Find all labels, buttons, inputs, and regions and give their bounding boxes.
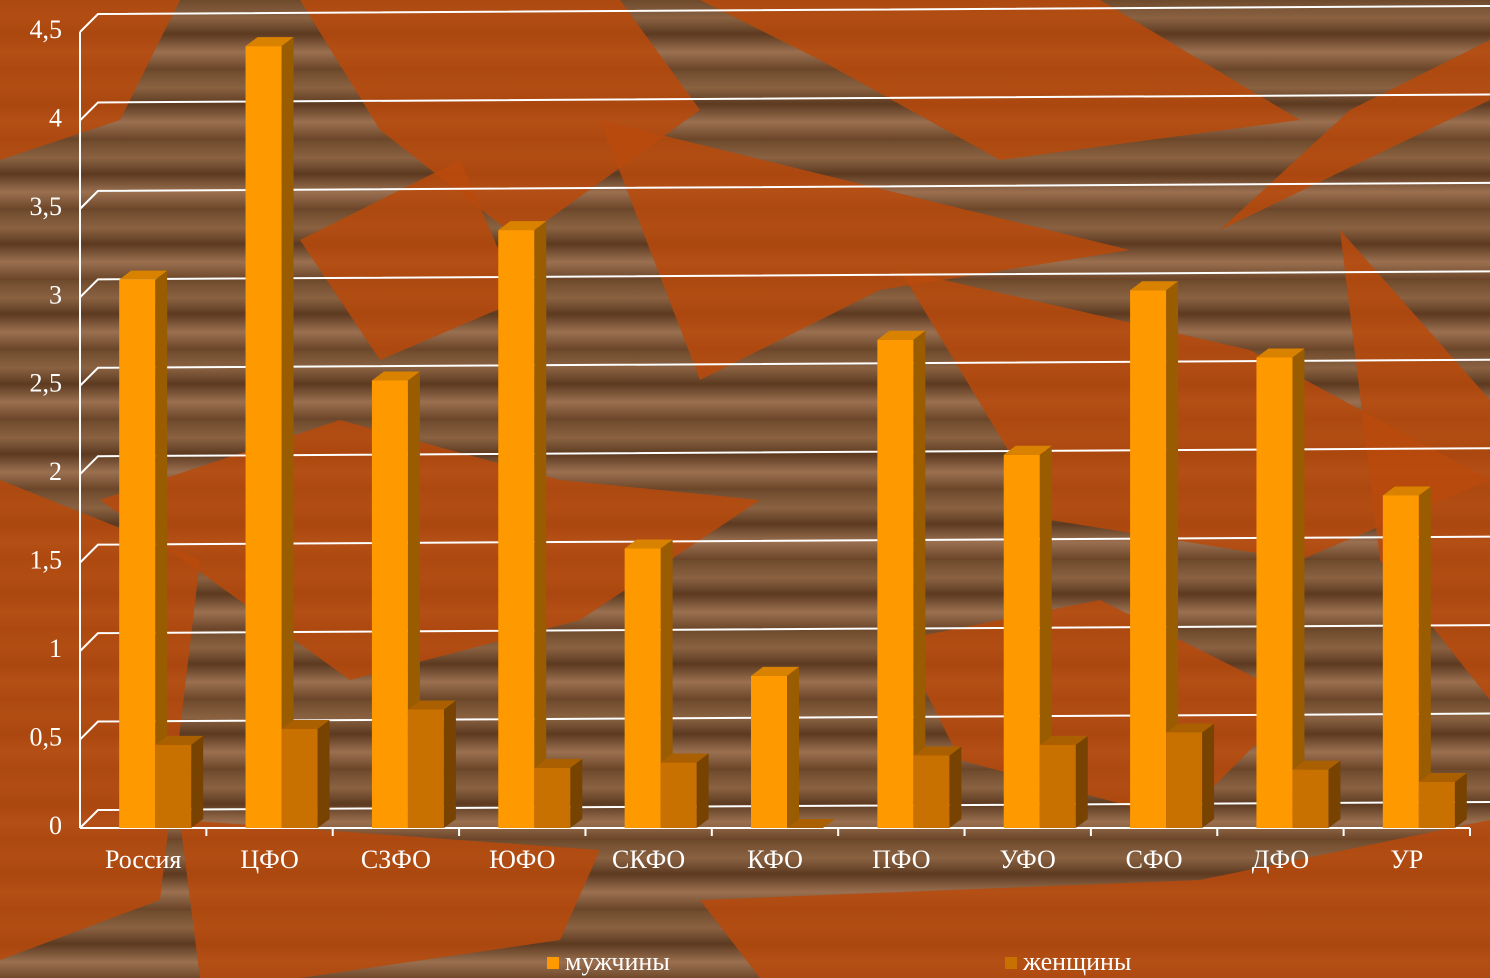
legend-label: мужчины bbox=[565, 947, 670, 976]
bar-top bbox=[155, 735, 204, 745]
y-tick-label: 4,5 bbox=[30, 15, 63, 44]
y-tick-label: 2,5 bbox=[30, 369, 63, 398]
y-tick-label: 0 bbox=[49, 811, 62, 840]
bar-top bbox=[1130, 281, 1179, 291]
bar-top bbox=[534, 758, 583, 768]
y-tick-label: 4 bbox=[49, 103, 62, 132]
bar-side bbox=[787, 666, 799, 828]
bar bbox=[913, 755, 950, 828]
bar-top bbox=[877, 330, 926, 340]
grid-line bbox=[79, 358, 1490, 387]
bar-top bbox=[1166, 723, 1215, 733]
bar-top bbox=[624, 539, 673, 549]
x-tick-label: УР bbox=[1390, 845, 1423, 874]
bar bbox=[407, 709, 444, 828]
bar bbox=[119, 279, 156, 829]
grid-line bbox=[79, 93, 1490, 122]
bar bbox=[1003, 454, 1040, 828]
bar bbox=[371, 380, 408, 828]
x-tick-label: СКФО bbox=[612, 845, 685, 874]
grid-line bbox=[79, 5, 1490, 33]
x-tick-label: Россия bbox=[105, 845, 181, 874]
bar bbox=[660, 762, 697, 828]
x-tick-label: ДФО bbox=[1252, 845, 1309, 874]
bar-side bbox=[534, 221, 547, 829]
bar-top bbox=[1418, 773, 1467, 783]
bar bbox=[1418, 782, 1455, 828]
bar bbox=[1039, 744, 1076, 828]
bar-side bbox=[913, 330, 926, 828]
bar-top bbox=[1382, 486, 1431, 496]
bar-top bbox=[787, 819, 835, 828]
bar bbox=[1166, 732, 1203, 828]
bar bbox=[1292, 769, 1329, 828]
bar-top bbox=[371, 371, 420, 381]
bar-top bbox=[660, 753, 709, 763]
bar bbox=[534, 767, 571, 828]
bar-side bbox=[317, 719, 330, 828]
bar-side bbox=[1166, 281, 1179, 828]
y-tick-label: 1 bbox=[49, 634, 62, 663]
bar-side bbox=[1454, 773, 1467, 828]
y-tick-label: 1,5 bbox=[30, 546, 63, 575]
x-tick-label: УФО bbox=[1000, 845, 1056, 874]
bar bbox=[281, 728, 318, 828]
bar bbox=[498, 230, 535, 829]
grid-line bbox=[79, 181, 1490, 210]
x-tick-label: КФО bbox=[747, 845, 803, 874]
x-tick-label: ПФО bbox=[872, 845, 930, 874]
bar-top bbox=[1292, 760, 1341, 770]
legend-label: женщины bbox=[1022, 947, 1131, 976]
legend-swatch bbox=[1005, 957, 1017, 969]
bar-top bbox=[1039, 735, 1088, 745]
bar-top bbox=[913, 746, 962, 756]
y-tick-label: 2 bbox=[49, 457, 62, 486]
x-tick-label: ЮФО bbox=[489, 845, 555, 874]
bar-top bbox=[498, 221, 547, 231]
bar-side bbox=[696, 753, 709, 828]
bar bbox=[155, 744, 192, 828]
bar-top bbox=[1256, 348, 1305, 358]
bar-side bbox=[949, 746, 962, 828]
grid-line bbox=[79, 270, 1490, 299]
bar bbox=[1256, 357, 1293, 828]
bar bbox=[624, 548, 661, 828]
bar-side bbox=[155, 270, 168, 829]
x-tick-label: СФО bbox=[1126, 845, 1183, 874]
bar bbox=[751, 675, 787, 828]
bar-side bbox=[1292, 348, 1305, 828]
bar-side bbox=[1039, 445, 1052, 828]
bar-side bbox=[191, 735, 204, 828]
bar bbox=[245, 46, 282, 828]
bar-side bbox=[1075, 735, 1088, 828]
bar bbox=[877, 339, 914, 828]
x-tick-label: СЗФО bbox=[361, 845, 431, 874]
y-tick-label: 3 bbox=[49, 280, 62, 309]
plot: 0 0,5 1 1,5 2 2,5 3 3,5 4 4,5 Россия ЦФО СЗФО ЮФО СКФО… bbox=[30, 5, 1490, 874]
bar-side bbox=[1202, 723, 1215, 828]
bar-top bbox=[245, 37, 294, 47]
bar-side bbox=[1418, 486, 1431, 828]
y-tick-label: 3,5 bbox=[30, 192, 63, 221]
bar-top bbox=[281, 719, 330, 729]
x-tick-label: ЦФО bbox=[240, 845, 298, 874]
bar-top bbox=[407, 700, 456, 710]
bar-side bbox=[570, 758, 583, 828]
bar-side bbox=[281, 37, 294, 828]
bar-side bbox=[443, 700, 456, 828]
bar-side bbox=[1328, 760, 1341, 828]
bar-top bbox=[119, 270, 168, 280]
y-tick-label: 0,5 bbox=[30, 723, 63, 752]
bar bbox=[1382, 495, 1419, 828]
bar-top bbox=[751, 666, 799, 676]
bar-top bbox=[1003, 445, 1052, 455]
legend-swatch bbox=[547, 957, 559, 969]
bar bbox=[1130, 290, 1167, 828]
